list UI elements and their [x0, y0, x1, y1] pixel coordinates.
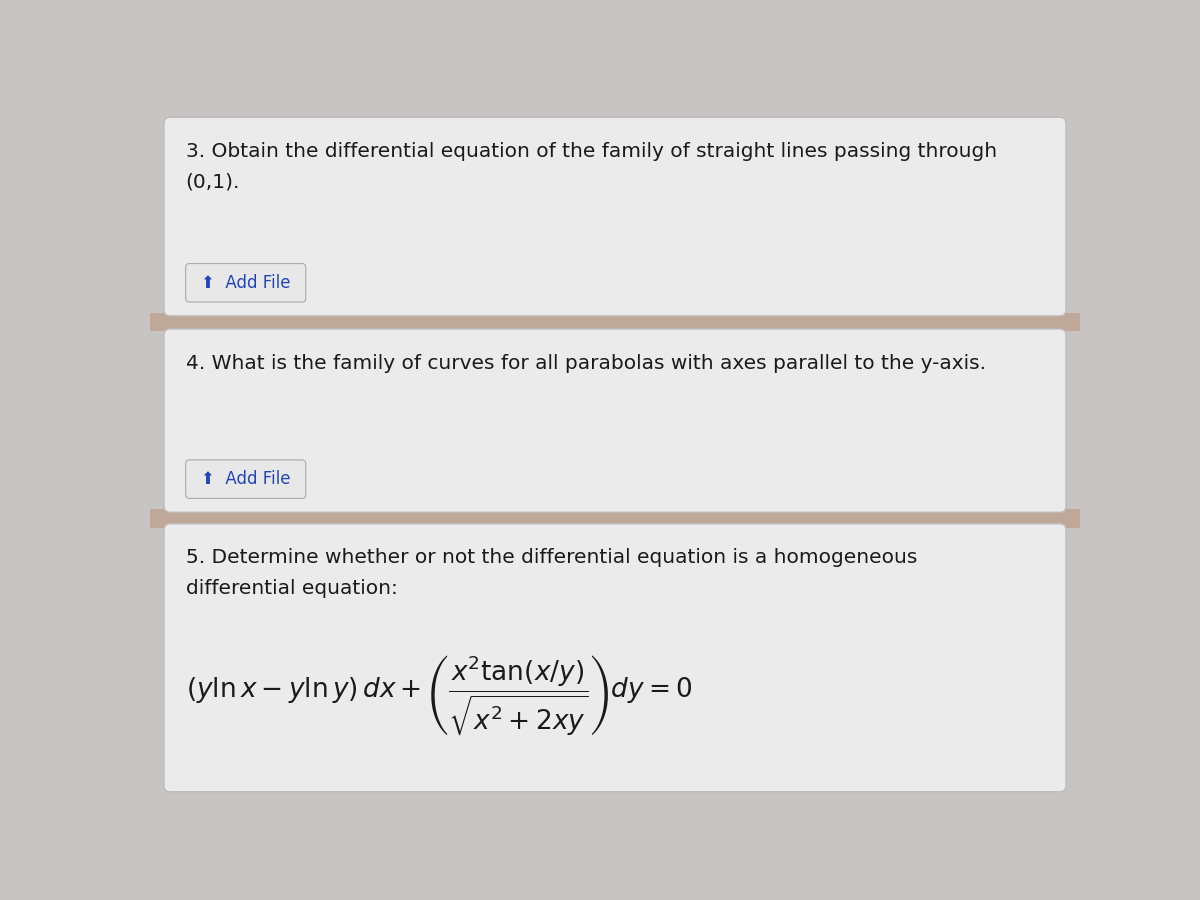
Text: ⬆  Add File: ⬆ Add File — [200, 470, 290, 488]
Text: (0,1).: (0,1). — [186, 173, 240, 192]
Text: 3. Obtain the differential equation of the family of straight lines passing thro: 3. Obtain the differential equation of t… — [186, 142, 997, 161]
Bar — [150, 313, 1080, 331]
FancyBboxPatch shape — [186, 264, 306, 302]
FancyBboxPatch shape — [186, 460, 306, 499]
FancyBboxPatch shape — [164, 117, 1066, 316]
FancyBboxPatch shape — [164, 329, 1066, 512]
Text: ⬆  Add File: ⬆ Add File — [200, 274, 290, 292]
FancyBboxPatch shape — [164, 524, 1066, 792]
Bar — [150, 509, 1080, 527]
Text: 5. Determine whether or not the differential equation is a homogeneous: 5. Determine whether or not the differen… — [186, 548, 917, 567]
Text: $(y\ln x - y\ln y)\,dx + \left(\dfrac{x^{2}\tan(x/y)}{\sqrt{x^{2}+2xy}}\right)dy: $(y\ln x - y\ln y)\,dx + \left(\dfrac{x^… — [186, 653, 692, 738]
Text: 4. What is the family of curves for all parabolas with axes parallel to the y-ax: 4. What is the family of curves for all … — [186, 354, 985, 373]
Text: differential equation:: differential equation: — [186, 580, 397, 598]
